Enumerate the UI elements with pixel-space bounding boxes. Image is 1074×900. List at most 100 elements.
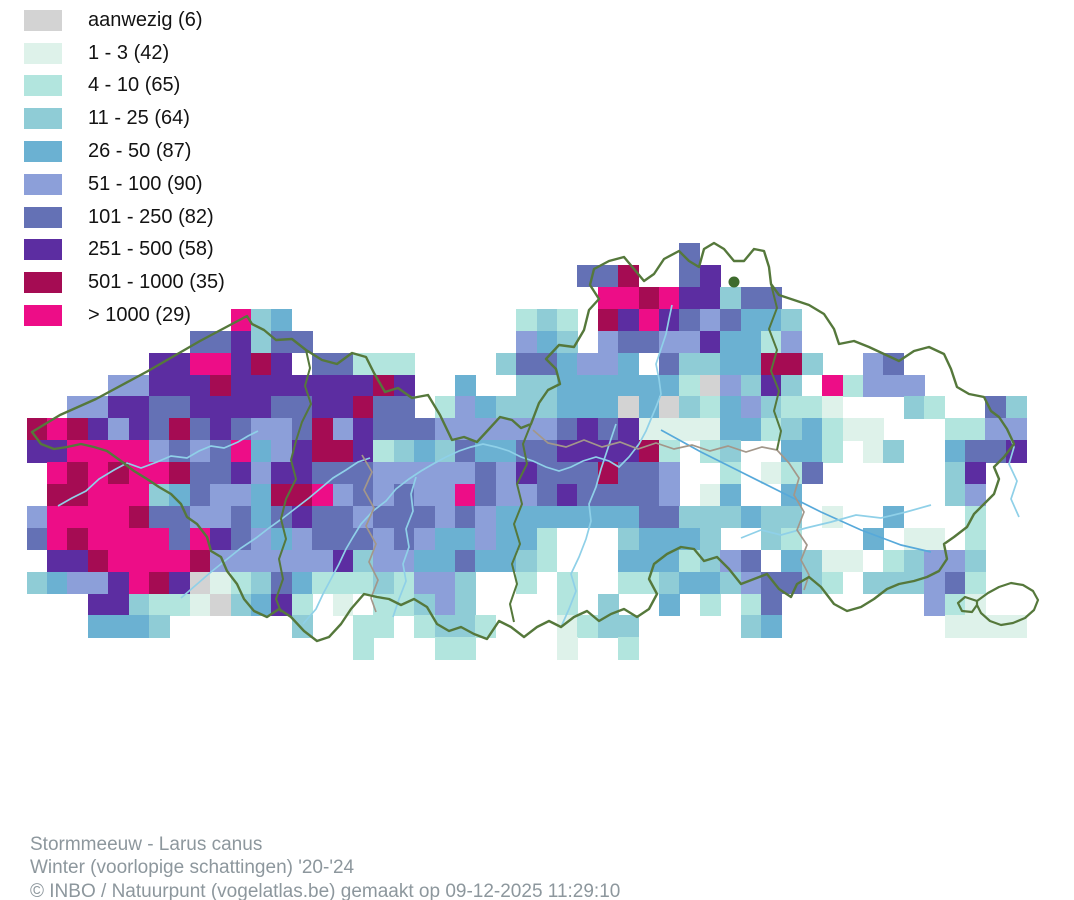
grid-cell: [291, 462, 313, 485]
grid-cell: [291, 374, 313, 397]
grid-cell: [658, 484, 680, 507]
grid-cell: [679, 308, 701, 332]
grid-cell: [679, 549, 701, 573]
grid-cell: [618, 571, 639, 594]
grid-cell: [536, 352, 558, 375]
grid-cell: [250, 549, 272, 573]
grid-cell: [781, 330, 803, 354]
grid-cell: [699, 440, 721, 463]
grid-cell: [128, 418, 150, 441]
grid-cell: [108, 549, 129, 573]
grid-cell: [414, 462, 435, 485]
grid-cell: [1005, 615, 1027, 638]
grid-cell: [781, 484, 803, 507]
grid-cell: [495, 396, 517, 419]
grid-cell: [903, 549, 925, 573]
grid-cell: [577, 462, 599, 485]
grid-cell: [189, 374, 211, 397]
grid-cell: [740, 418, 762, 441]
grid-cell: [26, 505, 48, 529]
grid-cell: [679, 374, 701, 397]
grid-cell: [169, 549, 191, 573]
grid-cell: [250, 527, 272, 551]
grid-cell: [822, 374, 843, 397]
grid-cell: [556, 440, 578, 463]
grid-cell: [679, 505, 701, 529]
grid-cell: [26, 527, 48, 551]
grid-cell: [924, 549, 945, 573]
grid-cell: [781, 462, 803, 485]
grid-cell: [332, 484, 354, 507]
grid-cell: [108, 462, 129, 485]
grid-cell: [740, 286, 762, 310]
grid-cell: [720, 330, 741, 354]
grid-cell: [618, 637, 639, 660]
grid-cell: [801, 571, 823, 594]
grid-cell: [189, 549, 211, 573]
grid-cell: [128, 396, 150, 419]
grid-cell: [291, 527, 313, 551]
grid-cell: [352, 418, 374, 441]
grid-cell: [312, 549, 333, 573]
grid-cell: [862, 418, 884, 441]
grid-cell: [801, 440, 823, 463]
grid-cell: [760, 352, 782, 375]
grid-cell: [67, 396, 89, 419]
grid-cell: [414, 615, 435, 638]
grid-cell: [87, 615, 109, 638]
grid-cell: [332, 374, 354, 397]
grid-cell: [699, 593, 721, 616]
grid-cell: [332, 352, 354, 375]
grid-cell: [87, 484, 109, 507]
grid-cell: [577, 265, 599, 288]
grid-cell: [740, 396, 762, 419]
grid-cell: [128, 440, 150, 463]
grid-cell: [495, 527, 517, 551]
legend-item: 501 - 1000 (35): [24, 266, 225, 299]
grid-cell: [210, 549, 231, 573]
grid-cell: [250, 462, 272, 485]
grid-cell: [128, 549, 150, 573]
grid-cell: [434, 571, 456, 594]
legend-label: 251 - 500 (58): [88, 238, 214, 261]
grid-cell: [108, 505, 129, 529]
grid-cell: [128, 527, 150, 551]
grid-cell: [740, 330, 762, 354]
grid-cell: [250, 330, 272, 354]
grid-cell: [760, 308, 782, 332]
grid-cell: [658, 549, 680, 573]
grid-cell: [352, 505, 374, 529]
grid-cell: [638, 527, 660, 551]
grid-cell: [760, 462, 782, 485]
grid-cell: [516, 374, 537, 397]
legend-swatch: [24, 75, 62, 97]
grid-cell: [230, 418, 252, 441]
grid-cell: [271, 396, 293, 419]
grid-cell: [67, 549, 89, 573]
grid-cell: [373, 396, 395, 419]
legend-item: 11 - 25 (64): [24, 102, 225, 135]
grid-cell: [658, 593, 680, 616]
grid-cell: [434, 527, 456, 551]
grid-cell: [720, 352, 741, 375]
grid-cell: [271, 418, 293, 441]
grid-cell: [964, 505, 986, 529]
grid-cell: [699, 330, 721, 354]
legend-swatch: [24, 239, 62, 261]
grid-cell: [618, 440, 639, 463]
grid-cell: [454, 462, 476, 485]
grid-cell: [720, 505, 741, 529]
grid-cell: [638, 330, 660, 354]
grid-cell: [658, 527, 680, 551]
grid-cell: [454, 374, 476, 397]
grid-cell: [291, 615, 313, 638]
grid-cell: [516, 484, 537, 507]
grid-cell: [434, 549, 456, 573]
grid-cell: [577, 418, 599, 441]
grid-cell: [169, 484, 191, 507]
grid-cell: [189, 352, 211, 375]
grid-cell: [67, 505, 89, 529]
grid-cell: [128, 571, 150, 594]
grid-cell: [618, 286, 639, 310]
grid-cell: [189, 571, 211, 594]
